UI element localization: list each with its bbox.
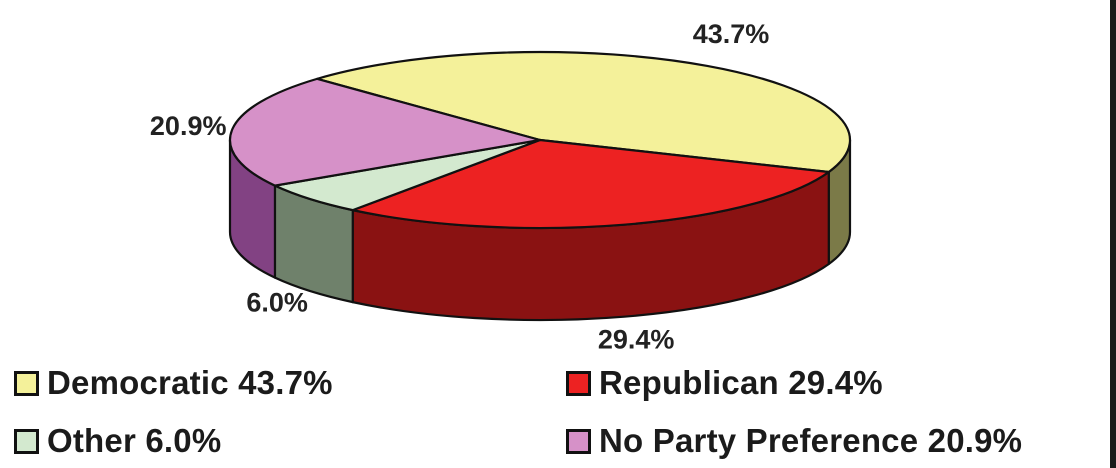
legend-item-republican: Republican 29.4%: [566, 364, 883, 402]
legend-swatch-republican: [566, 370, 591, 396]
legend-label-republican: Republican 29.4%: [599, 364, 883, 401]
legend: Democratic 43.7% Republican 29.4% Other …: [0, 356, 1108, 466]
data-label-democratic: 43.7%: [693, 19, 770, 49]
data-label-no-party-preference: 20.9%: [150, 111, 227, 141]
pie-top: [228, 50, 852, 230]
pie-slice-republican: [351, 138, 830, 230]
data-label-republican: 29.4%: [598, 325, 675, 355]
legend-item-other: Other 6.0%: [14, 422, 221, 460]
pie-slice-democratic: [315, 50, 852, 174]
legend-swatch-no-party-preference: [566, 428, 591, 454]
pie-chart: 43.7% 29.4% 6.0% 20.9%: [150, 19, 852, 355]
pie-slice-no-party-preference: [228, 77, 542, 187]
right-border: [1110, 0, 1116, 468]
legend-label-democratic: Democratic 43.7%: [47, 364, 333, 401]
legend-swatch-democratic: [14, 370, 39, 396]
data-label-other: 6.0%: [246, 288, 308, 318]
legend-item-no-party-preference: No Party Preference 20.9%: [566, 422, 1022, 460]
legend-label-no-party-preference: No Party Preference 20.9%: [599, 422, 1023, 459]
pie-side-walls: [228, 138, 852, 322]
legend-item-democratic: Democratic 43.7%: [14, 364, 333, 402]
legend-swatch-other: [14, 428, 39, 454]
legend-label-other: Other 6.0%: [47, 422, 222, 459]
data-labels: 43.7% 29.4% 6.0% 20.9%: [150, 19, 769, 355]
